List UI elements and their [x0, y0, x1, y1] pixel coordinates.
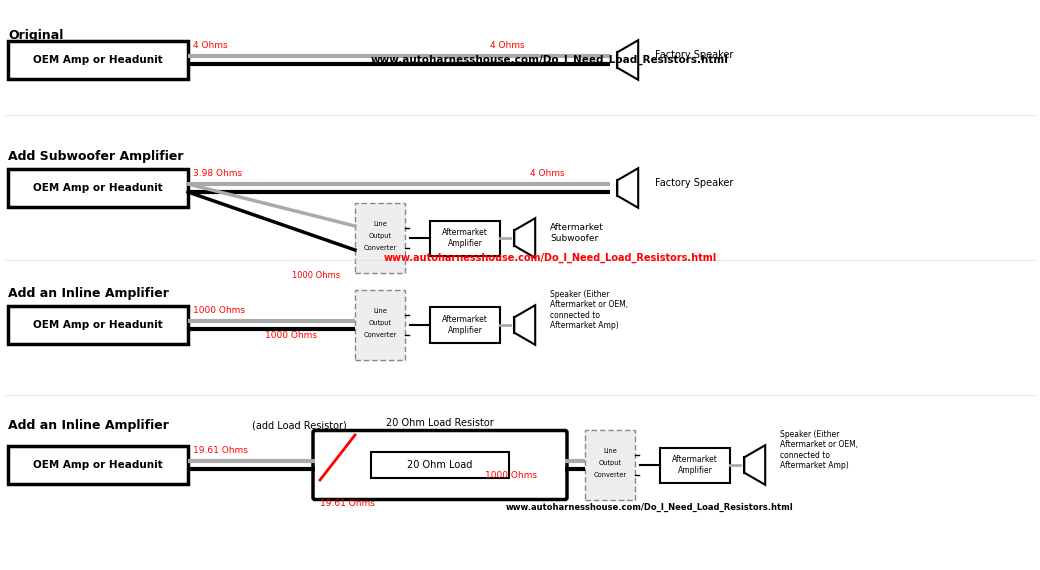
Text: Converter: Converter — [594, 472, 627, 478]
Polygon shape — [618, 168, 639, 208]
Polygon shape — [618, 40, 639, 80]
Text: 4 Ohms: 4 Ohms — [530, 169, 565, 178]
Text: Output: Output — [368, 233, 391, 239]
Polygon shape — [515, 305, 536, 345]
Text: Add an Inline Amplifier: Add an Inline Amplifier — [8, 287, 168, 299]
FancyBboxPatch shape — [371, 452, 509, 478]
Text: 19.61 Ohms: 19.61 Ohms — [193, 446, 248, 455]
FancyBboxPatch shape — [430, 221, 500, 255]
FancyBboxPatch shape — [355, 290, 405, 360]
Text: Line: Line — [373, 308, 387, 314]
Polygon shape — [515, 218, 536, 258]
FancyBboxPatch shape — [8, 306, 188, 344]
Text: 20 Ohm Load: 20 Ohm Load — [408, 460, 473, 470]
Text: Speaker (Either
Aftermarket or OEM,
connected to
Aftermarket Amp): Speaker (Either Aftermarket or OEM, conn… — [550, 290, 628, 330]
Text: 4 Ohms: 4 Ohms — [193, 41, 228, 50]
Text: Aftermarket
Subwoofer: Aftermarket Subwoofer — [550, 223, 604, 243]
Text: www.autoharnesshouse.com/Do_I_Need_Load_Resistors.html: www.autoharnesshouse.com/Do_I_Need_Load_… — [506, 502, 794, 511]
Text: OEM Amp or Headunit: OEM Amp or Headunit — [33, 320, 163, 330]
Text: Original: Original — [8, 28, 63, 42]
Text: Aftermarket
Amplifier: Aftermarket Amplifier — [442, 315, 488, 335]
Text: www.autoharnesshouse.com/Do_I_Need_Load_Resistors.html: www.autoharnesshouse.com/Do_I_Need_Load_… — [371, 55, 729, 65]
FancyBboxPatch shape — [660, 447, 730, 482]
Text: OEM Amp or Headunit: OEM Amp or Headunit — [33, 460, 163, 470]
Text: Add Subwoofer Amplifier: Add Subwoofer Amplifier — [8, 149, 183, 162]
Text: Line: Line — [603, 448, 617, 454]
FancyBboxPatch shape — [8, 41, 188, 79]
Text: Factory Speaker: Factory Speaker — [655, 178, 733, 188]
Text: 1000 Ohms: 1000 Ohms — [485, 471, 537, 480]
Text: 19.61 Ohms: 19.61 Ohms — [320, 499, 374, 507]
Text: 20 Ohm Load Resistor: 20 Ohm Load Resistor — [386, 418, 494, 428]
Text: Aftermarket
Amplifier: Aftermarket Amplifier — [672, 455, 718, 475]
Text: (add Load Resistor): (add Load Resistor) — [252, 420, 346, 430]
Text: 4 Ohms: 4 Ohms — [490, 41, 524, 50]
Text: 1000 Ohms: 1000 Ohms — [292, 271, 340, 280]
Text: OEM Amp or Headunit: OEM Amp or Headunit — [33, 55, 163, 65]
Text: www.autoharnesshouse.com/Do_I_Need_Load_Resistors.html: www.autoharnesshouse.com/Do_I_Need_Load_… — [384, 253, 717, 263]
Text: Speaker (Either
Aftermarket or OEM,
connected to
Aftermarket Amp): Speaker (Either Aftermarket or OEM, conn… — [780, 430, 858, 470]
FancyBboxPatch shape — [355, 203, 405, 273]
FancyBboxPatch shape — [8, 169, 188, 207]
Text: Converter: Converter — [363, 332, 396, 338]
Text: 1000 Ohms: 1000 Ohms — [193, 306, 245, 315]
Bar — [745, 457, 752, 473]
Bar — [618, 180, 625, 196]
Bar — [515, 230, 522, 246]
FancyBboxPatch shape — [584, 430, 635, 500]
Text: Converter: Converter — [363, 245, 396, 251]
Bar — [515, 317, 522, 333]
Text: OEM Amp or Headunit: OEM Amp or Headunit — [33, 183, 163, 193]
FancyBboxPatch shape — [430, 307, 500, 343]
Text: Aftermarket
Amplifier: Aftermarket Amplifier — [442, 229, 488, 248]
Text: Output: Output — [368, 320, 391, 326]
Text: 1000 Ohms: 1000 Ohms — [265, 331, 317, 340]
Text: 3.98 Ohms: 3.98 Ohms — [193, 169, 242, 178]
Text: Output: Output — [598, 460, 622, 466]
Text: Factory Speaker: Factory Speaker — [655, 50, 733, 60]
Bar — [618, 52, 625, 68]
FancyBboxPatch shape — [8, 446, 188, 484]
Text: Line: Line — [373, 221, 387, 227]
Text: Add an Inline Amplifier: Add an Inline Amplifier — [8, 418, 168, 431]
FancyBboxPatch shape — [313, 430, 567, 499]
Polygon shape — [745, 445, 765, 485]
